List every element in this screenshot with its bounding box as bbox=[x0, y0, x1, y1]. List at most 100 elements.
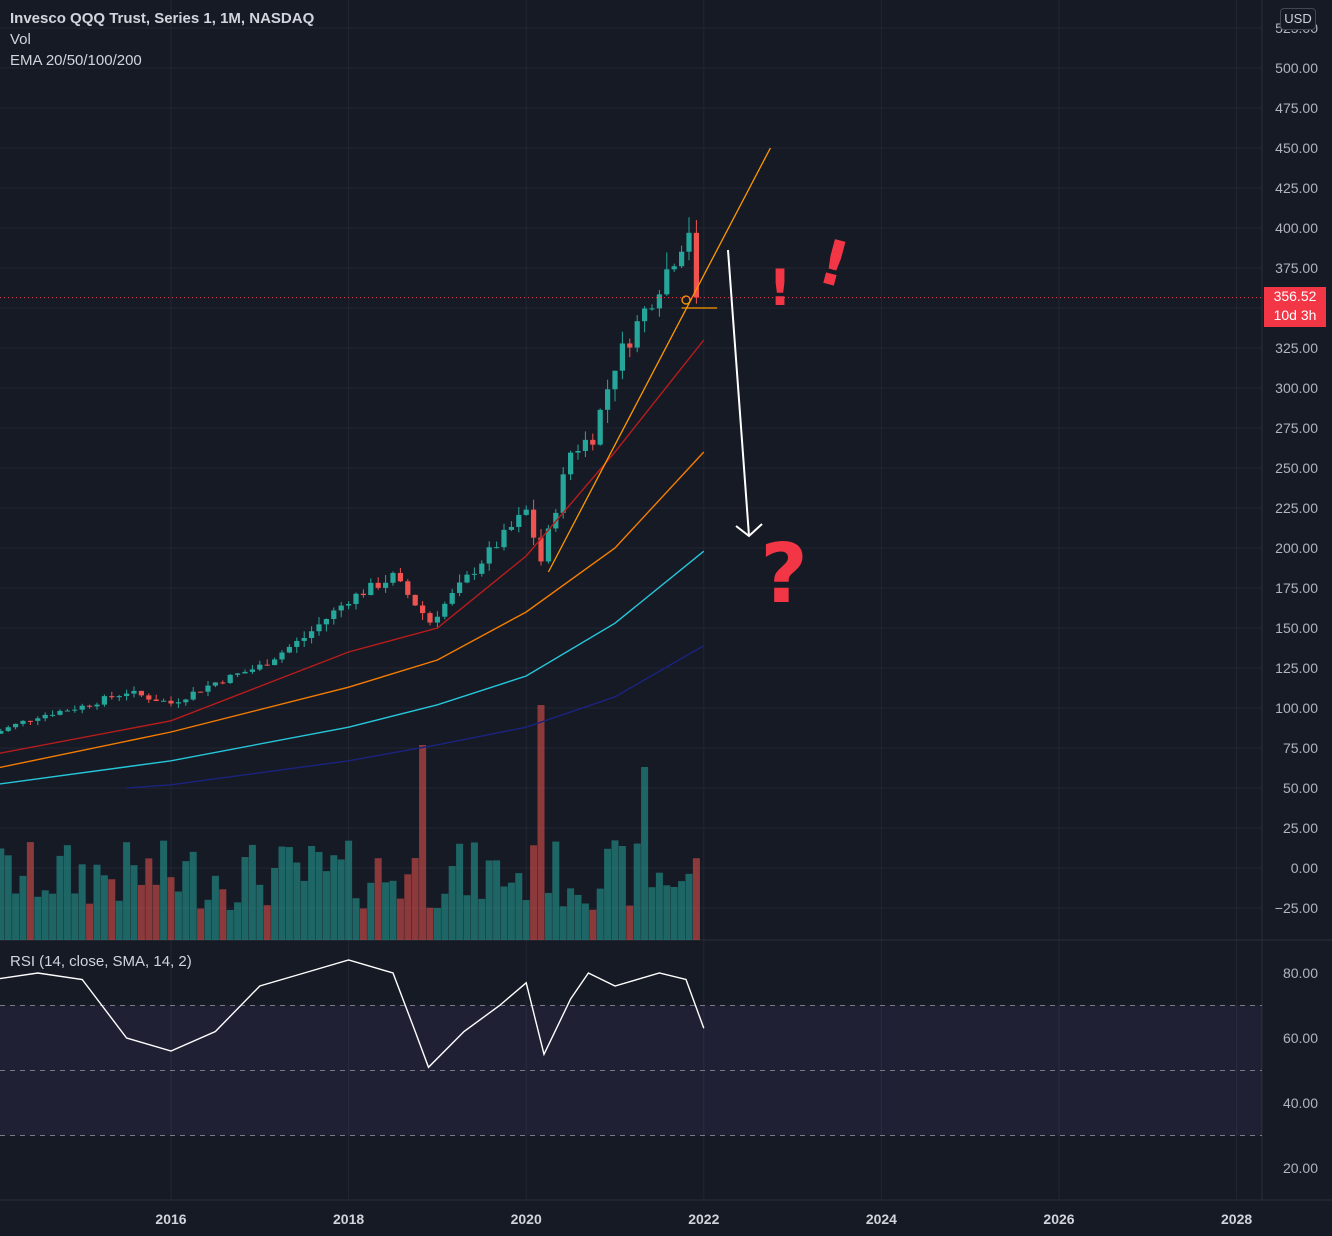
question-annotation: ? bbox=[760, 527, 808, 622]
volume-bar bbox=[367, 882, 375, 940]
time-axis-label: 2026 bbox=[1043, 1211, 1074, 1227]
candle-body bbox=[212, 682, 218, 686]
candle-body bbox=[79, 705, 85, 710]
volume-bar bbox=[137, 884, 145, 940]
volume-bar bbox=[581, 903, 589, 940]
volume-bar bbox=[330, 855, 338, 940]
volume-bar bbox=[100, 875, 108, 940]
candle-body bbox=[146, 695, 152, 700]
volume-bar bbox=[108, 879, 116, 940]
candle-body bbox=[471, 573, 477, 575]
candle-body bbox=[5, 727, 11, 731]
exclaim-annotation-1: ! bbox=[769, 259, 792, 317]
volume-bar bbox=[456, 843, 464, 940]
time-axis-label: 2020 bbox=[511, 1211, 542, 1227]
candle-body bbox=[531, 509, 537, 538]
volume-bar bbox=[678, 881, 686, 940]
volume-bar bbox=[352, 898, 360, 940]
candle-body bbox=[72, 709, 78, 711]
candle-body bbox=[116, 696, 122, 698]
volume-bar bbox=[34, 896, 42, 940]
candle-body bbox=[457, 582, 463, 594]
ema-line-ema-200 bbox=[126, 644, 705, 789]
candle-body bbox=[368, 582, 374, 596]
volume-bar bbox=[663, 885, 671, 940]
volume-bar bbox=[433, 907, 441, 940]
volume-legend[interactable]: Vol bbox=[10, 31, 31, 48]
candle-body bbox=[656, 294, 662, 309]
currency-button[interactable]: USD bbox=[1280, 8, 1316, 30]
price-axis-label: 275.00 bbox=[1275, 420, 1318, 436]
candle-body bbox=[642, 308, 648, 322]
candle-body bbox=[0, 730, 4, 734]
candle-body bbox=[612, 370, 618, 390]
rsi-axis-label: 20.00 bbox=[1283, 1160, 1318, 1176]
volume-bar bbox=[633, 843, 641, 940]
candle-body bbox=[390, 572, 396, 583]
candle-body bbox=[575, 451, 581, 453]
candle-body bbox=[153, 699, 159, 702]
price-axis-label: 50.00 bbox=[1283, 780, 1318, 796]
volume-bar bbox=[641, 767, 649, 940]
candle-body bbox=[131, 690, 137, 694]
candle-body bbox=[286, 646, 292, 653]
candle-body bbox=[605, 389, 611, 410]
ema-line-ema-50 bbox=[0, 451, 705, 769]
candle-body bbox=[198, 691, 204, 693]
volume-bar bbox=[322, 871, 330, 940]
price-axis-label: 425.00 bbox=[1275, 180, 1318, 196]
volume-bars bbox=[0, 705, 700, 940]
candle-body bbox=[383, 582, 389, 588]
price-axis-label: 500.00 bbox=[1275, 60, 1318, 76]
candle-body bbox=[545, 528, 551, 562]
volume-bar bbox=[670, 886, 678, 940]
volume-bar bbox=[567, 888, 575, 940]
volume-bar bbox=[500, 886, 508, 940]
candle-body bbox=[397, 572, 403, 582]
volume-bar bbox=[285, 847, 293, 940]
volume-bar bbox=[315, 851, 323, 940]
ema-legend[interactable]: EMA 20/50/100/200 bbox=[10, 52, 142, 69]
candle-body bbox=[464, 574, 470, 583]
volume-bar bbox=[123, 842, 131, 940]
volume-bar bbox=[263, 905, 271, 940]
candle-body bbox=[264, 664, 270, 666]
candle-body bbox=[494, 547, 500, 549]
candle-body bbox=[42, 714, 48, 719]
rsi-legend[interactable]: RSI (14, close, SMA, 14, 2) bbox=[10, 953, 192, 970]
candle-body bbox=[27, 720, 33, 722]
volume-bar bbox=[544, 892, 552, 940]
candle-body bbox=[442, 603, 448, 617]
candle-body bbox=[560, 474, 566, 513]
candle-body bbox=[627, 343, 633, 348]
volume-bar bbox=[130, 865, 138, 940]
volume-bar bbox=[71, 893, 79, 940]
candle-body bbox=[346, 604, 352, 606]
candle-body bbox=[649, 308, 655, 310]
candle-body bbox=[664, 269, 670, 295]
candle-body bbox=[516, 514, 522, 527]
price-axis-label: −25.00 bbox=[1275, 900, 1318, 916]
candle-body bbox=[323, 618, 329, 625]
volume-bar bbox=[537, 705, 545, 940]
touch-marker bbox=[681, 295, 691, 305]
candle-body bbox=[353, 593, 359, 605]
volume-bar bbox=[219, 889, 227, 940]
candle-body bbox=[20, 720, 26, 724]
volume-bar bbox=[648, 887, 656, 940]
volume-bar bbox=[411, 858, 419, 940]
volume-bar bbox=[515, 873, 523, 940]
volume-bar bbox=[204, 899, 212, 940]
price-axis-label: 225.00 bbox=[1275, 500, 1318, 516]
candle-body bbox=[538, 537, 544, 562]
candle-body bbox=[227, 674, 233, 684]
candle-body bbox=[301, 637, 307, 641]
volume-bar bbox=[382, 882, 390, 940]
time-axis-label: 2016 bbox=[155, 1211, 186, 1227]
candle-body bbox=[449, 593, 455, 604]
candle-body bbox=[220, 682, 226, 684]
volume-bar bbox=[49, 893, 57, 940]
price-axis-label: 125.00 bbox=[1275, 660, 1318, 676]
volume-bar bbox=[359, 908, 367, 940]
